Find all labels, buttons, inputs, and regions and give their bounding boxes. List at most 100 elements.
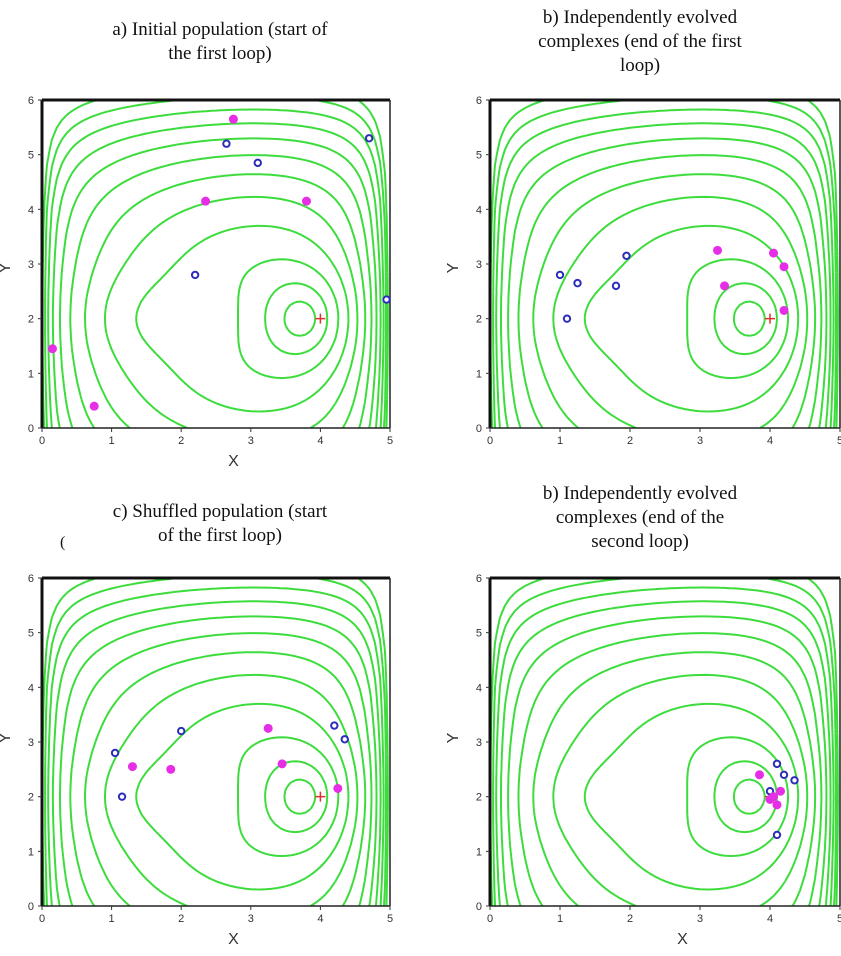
y-tick-label: 4 xyxy=(476,204,482,216)
contour-line xyxy=(47,108,385,428)
blue-point xyxy=(562,314,572,323)
optimum-marker xyxy=(315,791,326,802)
magenta-point xyxy=(720,281,729,291)
contour-line xyxy=(552,673,809,906)
x-tick-label: 4 xyxy=(317,913,323,925)
blue-point xyxy=(573,278,582,288)
contour-line xyxy=(283,778,317,815)
contour-line xyxy=(264,282,329,356)
x-tick-label: 4 xyxy=(317,435,323,447)
magenta-point xyxy=(776,786,785,796)
title-line: b) Independently evolved xyxy=(542,483,738,504)
x-tick-label: 3 xyxy=(697,435,703,447)
magenta-point xyxy=(228,114,238,124)
y-tick-label: 5 xyxy=(28,628,34,640)
x-tick-label: 3 xyxy=(697,913,703,925)
y-axis-label: Y xyxy=(445,732,462,743)
contour-group xyxy=(490,100,839,428)
contour-line xyxy=(135,702,350,891)
contour-line xyxy=(104,195,359,428)
contour-line xyxy=(59,137,378,428)
panel-d-title: b) Independently evolved complexes (end … xyxy=(440,482,840,554)
x-tick-label: 2 xyxy=(178,435,184,447)
panel-b-title: b) Independently evolved complexes (end … xyxy=(440,6,840,78)
title-line: a) Initial population (start of xyxy=(112,19,328,40)
contour-line xyxy=(47,586,385,906)
blue-point xyxy=(790,776,799,785)
y-tick-label: 4 xyxy=(28,204,34,216)
x-tick-label: 2 xyxy=(627,913,633,925)
y-tick-label: 2 xyxy=(28,314,34,326)
blue-point xyxy=(117,792,127,801)
panel-c-title: c) Shuffled population (start of the fir… xyxy=(20,500,420,548)
contour-line xyxy=(42,578,389,906)
contour-line xyxy=(507,137,828,428)
title-line: second loop) xyxy=(591,531,689,552)
contour-line xyxy=(104,673,359,906)
magenta-point xyxy=(779,305,789,315)
x-tick-label: 0 xyxy=(487,435,493,447)
x-axis-label: X xyxy=(228,453,239,470)
y-tick-label: 2 xyxy=(476,314,482,326)
y-tick-label: 3 xyxy=(28,737,34,749)
x-tick-label: 1 xyxy=(109,913,115,925)
blue-point xyxy=(222,139,231,148)
y-tick-label: 3 xyxy=(28,259,34,271)
y-tick-label: 2 xyxy=(28,792,34,804)
magenta-point xyxy=(755,770,764,780)
contour-line xyxy=(69,154,373,428)
y-tick-label: 1 xyxy=(476,846,482,858)
x-tick-label: 1 xyxy=(109,435,115,447)
contour-group xyxy=(42,578,389,906)
contour-line xyxy=(507,615,828,906)
magenta-point xyxy=(166,764,176,774)
y-tick-label: 0 xyxy=(476,423,482,435)
magenta-point xyxy=(277,759,287,769)
contour-line xyxy=(51,600,382,906)
contour-line xyxy=(713,282,778,356)
y-tick-label: 0 xyxy=(28,423,34,435)
blue-point xyxy=(364,134,374,143)
magenta-point xyxy=(333,783,343,793)
magenta-point xyxy=(263,723,273,733)
y-axis-label: Y xyxy=(445,262,462,273)
blue-point xyxy=(330,721,339,730)
title-line: loop) xyxy=(619,55,661,76)
contour-line xyxy=(500,122,832,428)
blue-point xyxy=(382,295,391,304)
contour-line xyxy=(42,100,389,428)
contour-line xyxy=(500,600,832,906)
blue-point xyxy=(622,251,631,261)
x-tick-label: 4 xyxy=(767,913,773,925)
optimum-marker xyxy=(765,313,775,324)
y-tick-label: 3 xyxy=(476,259,482,271)
panel-a-title: a) Initial population (start of the firs… xyxy=(20,18,420,66)
y-tick-label: 5 xyxy=(476,150,482,162)
plot-a: 0 1 2 3 4 5 0 1 2 3 4 5 6 X Y xyxy=(0,95,393,470)
x-tick-label: 5 xyxy=(387,913,393,925)
contour-line xyxy=(732,300,766,337)
magenta-point xyxy=(779,262,789,272)
contour-line xyxy=(44,100,387,428)
contour-group xyxy=(42,100,389,428)
contour-line xyxy=(532,651,817,906)
optimum-marker xyxy=(315,313,326,324)
contour-line xyxy=(552,195,809,428)
blue-point xyxy=(190,270,200,280)
x-tick-label: 0 xyxy=(487,913,493,925)
magenta-point xyxy=(47,344,57,354)
contour-line xyxy=(495,108,835,428)
x-axis-label: X xyxy=(677,931,688,948)
contour-line xyxy=(59,615,378,906)
plot-c: 0 1 2 3 4 5 0 1 2 3 4 5 6 X Y xyxy=(0,573,393,948)
x-tick-label: 5 xyxy=(837,435,841,447)
y-tick-label: 5 xyxy=(476,628,482,640)
y-tick-label: 2 xyxy=(476,792,482,804)
x-tick-label: 3 xyxy=(248,435,254,447)
plot-d: 0 1 2 3 4 5 0 1 2 3 4 5 6 X Y xyxy=(445,573,841,948)
y-tick-label: 1 xyxy=(28,846,34,858)
y-tick-label: 3 xyxy=(476,737,482,749)
contour-line xyxy=(237,258,340,379)
y-tick-label: 6 xyxy=(476,573,482,585)
y-tick-label: 6 xyxy=(476,95,482,107)
